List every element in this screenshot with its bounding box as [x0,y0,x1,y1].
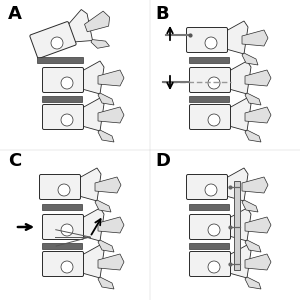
Polygon shape [245,277,261,289]
Text: D: D [155,152,170,170]
Polygon shape [98,240,114,252]
Polygon shape [85,11,110,32]
FancyBboxPatch shape [43,214,83,239]
Bar [42,204,82,210]
Circle shape [58,184,70,196]
Polygon shape [95,177,121,193]
Polygon shape [229,208,251,241]
Circle shape [61,77,73,89]
FancyBboxPatch shape [43,251,83,277]
Polygon shape [98,107,124,123]
Bar [37,57,83,63]
Polygon shape [245,254,271,270]
FancyBboxPatch shape [187,28,227,52]
FancyBboxPatch shape [190,68,230,92]
Polygon shape [245,93,261,105]
Polygon shape [79,168,101,201]
Polygon shape [242,53,258,65]
Circle shape [61,261,73,273]
Text: C: C [8,152,21,170]
Circle shape [208,114,220,126]
Polygon shape [242,30,268,46]
Polygon shape [98,70,124,86]
Circle shape [61,114,73,126]
Bar [189,57,229,63]
FancyBboxPatch shape [190,214,230,239]
Polygon shape [91,40,110,48]
Bar [189,95,229,101]
Polygon shape [82,98,104,131]
Bar [234,181,240,270]
Polygon shape [68,10,93,42]
Polygon shape [242,200,258,212]
Polygon shape [229,245,251,278]
FancyBboxPatch shape [190,104,230,130]
Bar [189,242,229,248]
FancyBboxPatch shape [40,175,80,200]
Circle shape [208,261,220,273]
Polygon shape [98,217,124,233]
FancyBboxPatch shape [43,68,83,92]
Polygon shape [245,130,261,142]
Circle shape [208,77,220,89]
Polygon shape [82,208,104,241]
Polygon shape [245,107,271,123]
Polygon shape [98,93,114,105]
Polygon shape [98,130,114,142]
Polygon shape [245,217,271,233]
Polygon shape [229,98,251,131]
Polygon shape [242,177,268,193]
Bar [42,95,82,101]
Polygon shape [95,200,111,212]
Polygon shape [82,245,104,278]
Polygon shape [226,21,248,54]
Circle shape [205,184,217,196]
FancyBboxPatch shape [30,22,76,58]
Bar [189,204,229,210]
Circle shape [61,224,73,236]
Polygon shape [82,61,104,94]
FancyBboxPatch shape [190,251,230,277]
Text: B: B [155,5,169,23]
Circle shape [208,224,220,236]
FancyBboxPatch shape [43,104,83,130]
Bar [42,242,82,248]
Circle shape [51,37,63,49]
Text: A: A [8,5,22,23]
Polygon shape [226,168,248,201]
FancyBboxPatch shape [187,175,227,200]
Polygon shape [98,254,124,270]
Circle shape [205,37,217,49]
Polygon shape [245,70,271,86]
Polygon shape [229,61,251,94]
Polygon shape [245,240,261,252]
Polygon shape [98,277,114,289]
